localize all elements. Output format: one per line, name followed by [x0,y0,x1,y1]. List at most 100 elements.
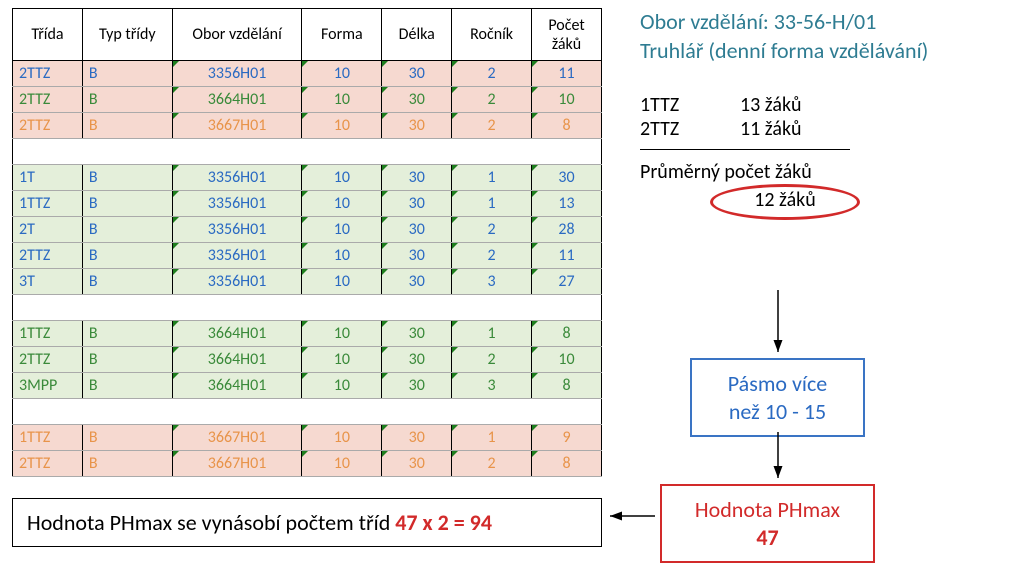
cell: 1 [452,425,532,451]
cell: 30 [382,165,452,191]
table-row: 2TTZB3667H01103028 [13,113,602,139]
cell: B [82,87,172,113]
cell: 10 [302,373,382,399]
cell: 3356H01 [172,165,302,191]
cell: 3356H01 [172,191,302,217]
cell: 10 [532,347,602,373]
cell: 9 [532,425,602,451]
cell: 10 [302,321,382,347]
cell: 30 [382,451,452,477]
table-row: 3MPPB3664H01103038 [13,373,602,399]
cell: 2TTZ [13,451,83,477]
cell: B [82,113,172,139]
cell: 2TTZ [13,61,83,87]
table-row: 1TTZB3667H01103019 [13,425,602,451]
band-box: Pásmo více než 10 - 15 [690,358,865,437]
oval-outline [710,184,860,220]
table-row: 2TTZB3664H011030210 [13,87,602,113]
average-oval: 12 žáků [710,184,870,224]
cell: 10 [302,191,382,217]
cell: 2 [452,451,532,477]
title-line2: Truhlář (denní forma vzdělávání) [640,37,928,64]
table-row: 2TTZB3356H011030211 [13,243,602,269]
cell: 2T [13,217,83,243]
col-header-5: Ročník [452,9,532,61]
cell: 27 [532,269,602,295]
pupil-class: 2TTZ [640,117,740,141]
table-row: 2TB3356H011030228 [13,217,602,243]
phmax-line1: Hodnota PHmax [695,496,840,523]
title-line1: Obor vzdělání: 33-56-H/01 [640,8,876,35]
table-row: 2TTZB3356H011030211 [13,61,602,87]
cell: 3356H01 [172,269,302,295]
cell: 10 [302,425,382,451]
spacer [13,399,602,425]
spacer [13,139,602,165]
band-line1: Pásmo více [728,370,827,397]
cell: 10 [302,347,382,373]
cell: B [82,347,172,373]
phmax-value: 47 [756,524,778,551]
cell: B [82,321,172,347]
cell: 10 [302,269,382,295]
cell: 13 [532,191,602,217]
cell: 3667H01 [172,113,302,139]
table-region: TřídaTyp třídyObor vzděláníFormaDélkaRoč… [12,8,602,477]
spacer [13,295,602,321]
cell: 30 [382,347,452,373]
cell: 2 [452,113,532,139]
cell: 10 [302,87,382,113]
cell: 1TTZ [13,425,83,451]
multiply-text: Hodnota PHmax se vynásobí počtem tříd [27,509,395,536]
cell: 10 [302,165,382,191]
data-table: TřídaTyp třídyObor vzděláníFormaDélkaRoč… [12,8,602,477]
cell: 3MPP [13,373,83,399]
cell: 30 [382,425,452,451]
cell: 2TTZ [13,243,83,269]
cell: 30 [382,217,452,243]
table-row: 3TB3356H011030327 [13,269,602,295]
cell: 30 [382,373,452,399]
cell: B [82,425,172,451]
cell: 2TTZ [13,87,83,113]
field-title: Obor vzdělání: 33-56-H/01 Truhlář (denní… [640,8,1010,65]
col-header-1: Typ třídy [82,9,172,61]
table-row: 2TTZB3667H01103028 [13,451,602,477]
cell: 30 [382,87,452,113]
cell: 1 [452,191,532,217]
cell: 2TTZ [13,113,83,139]
cell: B [82,243,172,269]
cell: 10 [302,217,382,243]
cell: 3667H01 [172,425,302,451]
col-header-3: Forma [302,9,382,61]
cell: 28 [532,217,602,243]
cell: 2 [452,243,532,269]
cell: 10 [302,243,382,269]
cell: 2 [452,347,532,373]
pupil-count: 11 žáků [740,117,802,141]
cell: 30 [382,243,452,269]
table-header-row: TřídaTyp třídyObor vzděláníFormaDélkaRoč… [13,9,602,61]
cell: 10 [302,61,382,87]
band-line2: než 10 - 15 [729,398,826,425]
cell: B [82,217,172,243]
cell: 10 [302,113,382,139]
cell: 1 [452,321,532,347]
cell: 8 [532,113,602,139]
cell: 3 [452,373,532,399]
cell: 2 [452,61,532,87]
cell: 30 [382,191,452,217]
cell: 2 [452,217,532,243]
table-row: 1TB3356H011030130 [13,165,602,191]
cell: 30 [532,165,602,191]
multiply-eq: 47 x 2 = 94 [395,509,492,536]
cell: 1T [13,165,83,191]
cell: 1TTZ [13,191,83,217]
cell: 11 [532,61,602,87]
side-panel: Obor vzdělání: 33-56-H/01 Truhlář (denní… [640,8,1010,224]
col-header-2: Obor vzdělání [172,9,302,61]
divider [640,149,850,150]
cell: B [82,165,172,191]
cell: 3667H01 [172,451,302,477]
pupil-row: 1TTZ13 žáků [640,93,1010,117]
